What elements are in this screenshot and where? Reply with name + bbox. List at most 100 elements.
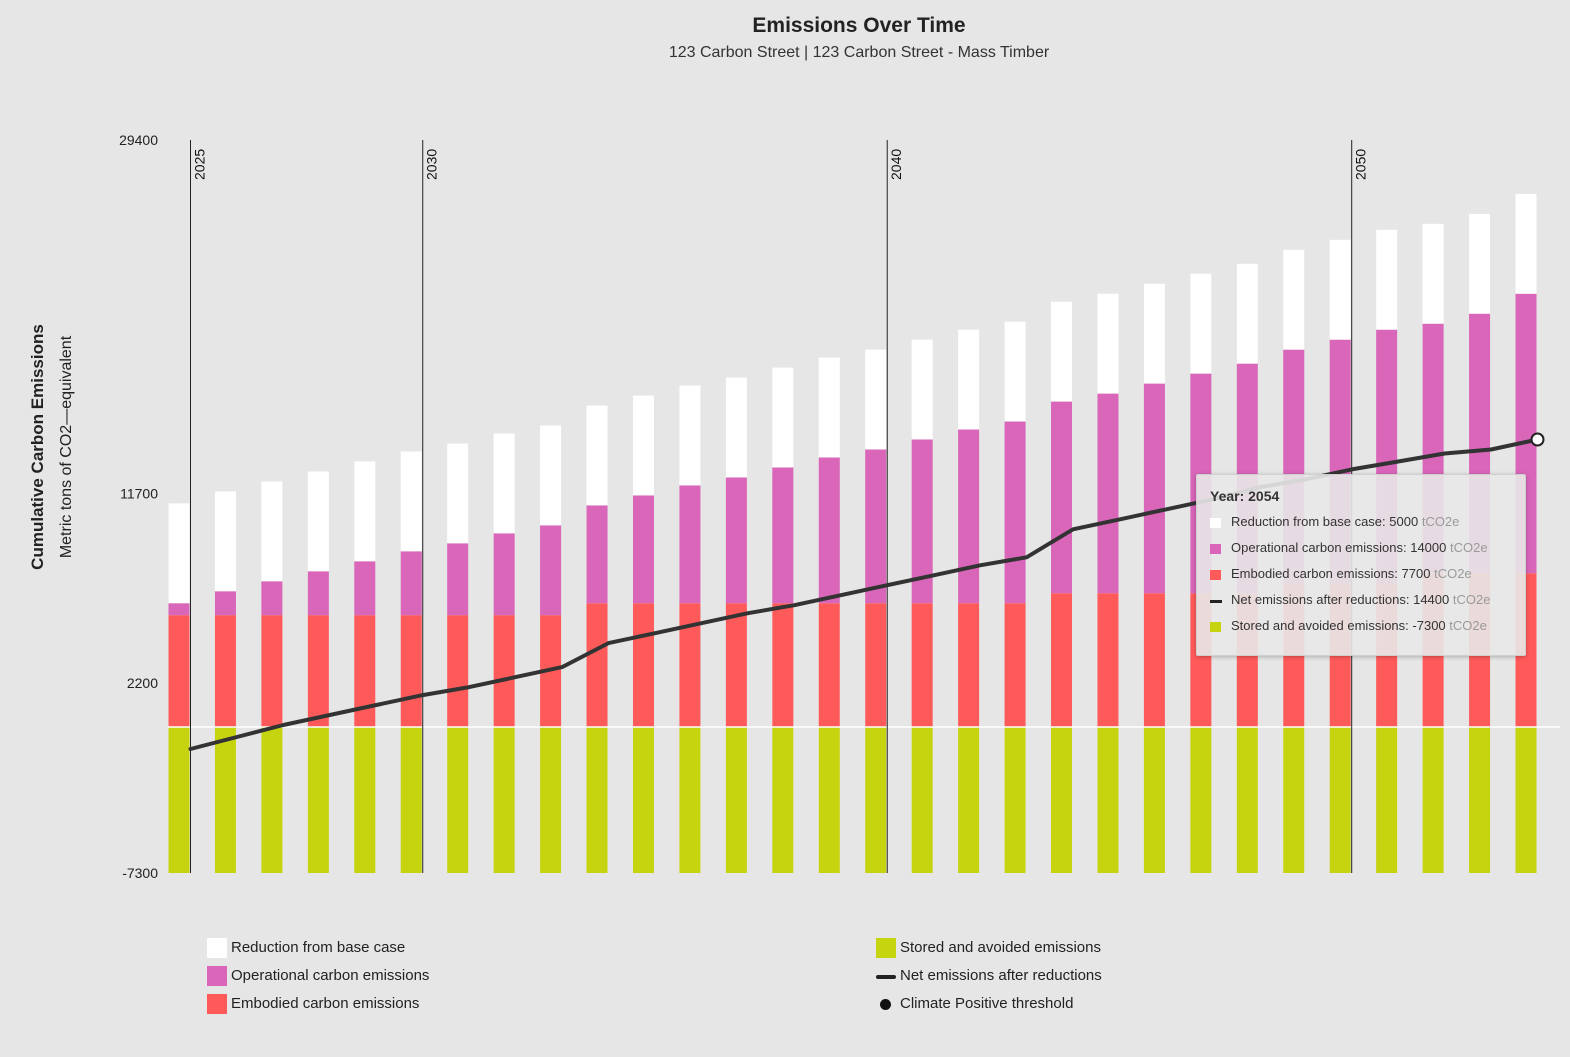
bar-stored	[1469, 727, 1491, 873]
bar-embodied	[586, 603, 608, 727]
tooltip-label-operational: Operational carbon emissions:	[1231, 540, 1407, 555]
tooltip-row-stored: Stored and avoided emissions: -7300 tCO2…	[1210, 617, 1525, 643]
year-marker-label: 2025	[192, 149, 208, 180]
bar-stored	[586, 727, 608, 873]
bar-operational	[540, 525, 562, 616]
tooltip-unit: tCO2e	[1421, 514, 1460, 529]
tooltip-value-stored: -7300	[1412, 618, 1446, 633]
legend-swatch-operational	[207, 966, 227, 986]
bar-embodied	[725, 603, 747, 727]
bar-reduction	[1143, 283, 1165, 384]
tooltip-value-operational: 14000	[1410, 540, 1447, 555]
tooltip-label-embodied: Embodied carbon emissions:	[1231, 566, 1398, 581]
bar-reduction	[1236, 263, 1258, 364]
bar-stored	[1097, 727, 1119, 873]
bar-embodied	[447, 615, 469, 727]
bar-reduction	[1283, 249, 1305, 350]
y-tick-label: 2200	[127, 675, 158, 691]
legend-swatch-reduction	[207, 938, 227, 958]
tooltip-swatch-reduction	[1210, 518, 1221, 528]
bar-embodied	[958, 603, 980, 727]
chart-subtitle: 123 Carbon Street | 123 Carbon Street - …	[668, 44, 1050, 61]
bar-operational	[261, 581, 283, 616]
legend-dot-threshold	[880, 999, 891, 1010]
climate-positive-point	[1530, 432, 1545, 447]
bar-operational	[772, 467, 794, 604]
bar-reduction	[1097, 293, 1119, 394]
bar-stored	[214, 727, 236, 873]
tooltip-label-net: Net emissions after reductions:	[1231, 592, 1410, 607]
legend-swatch-stored	[876, 938, 896, 958]
bar-reduction	[1190, 273, 1212, 374]
bar-stored	[1329, 727, 1351, 873]
bar-stored	[865, 727, 887, 873]
bar-reduction	[725, 377, 747, 478]
bar-embodied	[214, 615, 236, 727]
bar-embodied	[818, 603, 840, 727]
bar-stored	[1376, 727, 1398, 873]
bar-operational	[911, 439, 933, 604]
bar-operational	[818, 457, 840, 604]
tooltip-swatch-stored	[1210, 622, 1221, 632]
bar-reduction	[1051, 301, 1073, 402]
bar-operational	[865, 449, 887, 604]
legend-line-net	[876, 975, 896, 979]
bar-stored	[1236, 727, 1258, 873]
legend-label: Embodied carbon emissions	[231, 995, 420, 1012]
bar-reduction	[1376, 229, 1398, 330]
legend-swatch-embodied	[207, 994, 227, 1014]
bar-reduction	[307, 471, 329, 572]
bar-stored	[1283, 727, 1305, 873]
y-tick-label: 29400	[119, 132, 158, 148]
tooltip-row-reduction: Reduction from base case: 5000 tCO2e	[1210, 513, 1525, 539]
bar-reduction	[1329, 239, 1351, 340]
bar-reduction	[1515, 193, 1537, 294]
bar-operational	[1051, 401, 1073, 594]
bar-operational	[725, 477, 747, 604]
bar-reduction	[261, 481, 283, 582]
tooltip-row-embodied: Embodied carbon emissions: 7700 tCO2e	[1210, 565, 1525, 591]
bar-stored	[1515, 727, 1537, 873]
bar-stored	[1190, 727, 1212, 873]
bar-operational	[400, 551, 422, 616]
legend-label: Operational carbon emissions	[231, 967, 430, 984]
bar-stored	[1422, 727, 1444, 873]
bar-stored	[493, 727, 515, 873]
bar-stored	[1004, 727, 1026, 873]
tooltip-value-net: 14400	[1413, 592, 1450, 607]
bar-embodied	[493, 615, 515, 727]
bar-reduction	[1004, 321, 1026, 422]
tooltip-swatch-embodied	[1210, 570, 1221, 580]
chart-tooltip: Year: 2054 Reduction from base case: 500…	[1196, 474, 1526, 656]
bar-operational	[168, 603, 190, 616]
bar-reduction	[400, 451, 422, 552]
bar-stored	[911, 727, 933, 873]
bar-stored	[1051, 727, 1073, 873]
tooltip-header: Year: 2054	[1210, 488, 1280, 504]
bar-stored	[447, 727, 469, 873]
bar-embodied	[1143, 593, 1165, 727]
tooltip-row-operational: Operational carbon emissions: 14000 tCO2…	[1210, 539, 1525, 565]
bar-reduction	[493, 433, 515, 534]
bar-operational	[586, 505, 608, 604]
bar-operational	[307, 571, 329, 616]
legend-label: Climate Positive threshold	[900, 995, 1074, 1012]
bar-stored	[1143, 727, 1165, 873]
bar-reduction	[354, 461, 376, 562]
bar-stored	[679, 727, 701, 873]
bar-stored	[725, 727, 747, 873]
bar-reduction	[447, 443, 469, 544]
bar-operational	[1004, 421, 1026, 604]
bar-stored	[261, 727, 283, 873]
bar-operational	[214, 591, 236, 616]
year-marker-label: 2040	[888, 149, 904, 180]
bar-embodied	[1097, 593, 1119, 727]
legend-label: Net emissions after reductions	[900, 967, 1102, 984]
bar-operational	[1097, 393, 1119, 594]
bar-reduction	[632, 395, 654, 496]
bar-operational	[447, 543, 469, 616]
bar-operational	[1143, 383, 1165, 594]
bar-reduction	[168, 503, 190, 604]
tooltip-label-reduction: Reduction from base case:	[1231, 514, 1386, 529]
bar-stored	[772, 727, 794, 873]
